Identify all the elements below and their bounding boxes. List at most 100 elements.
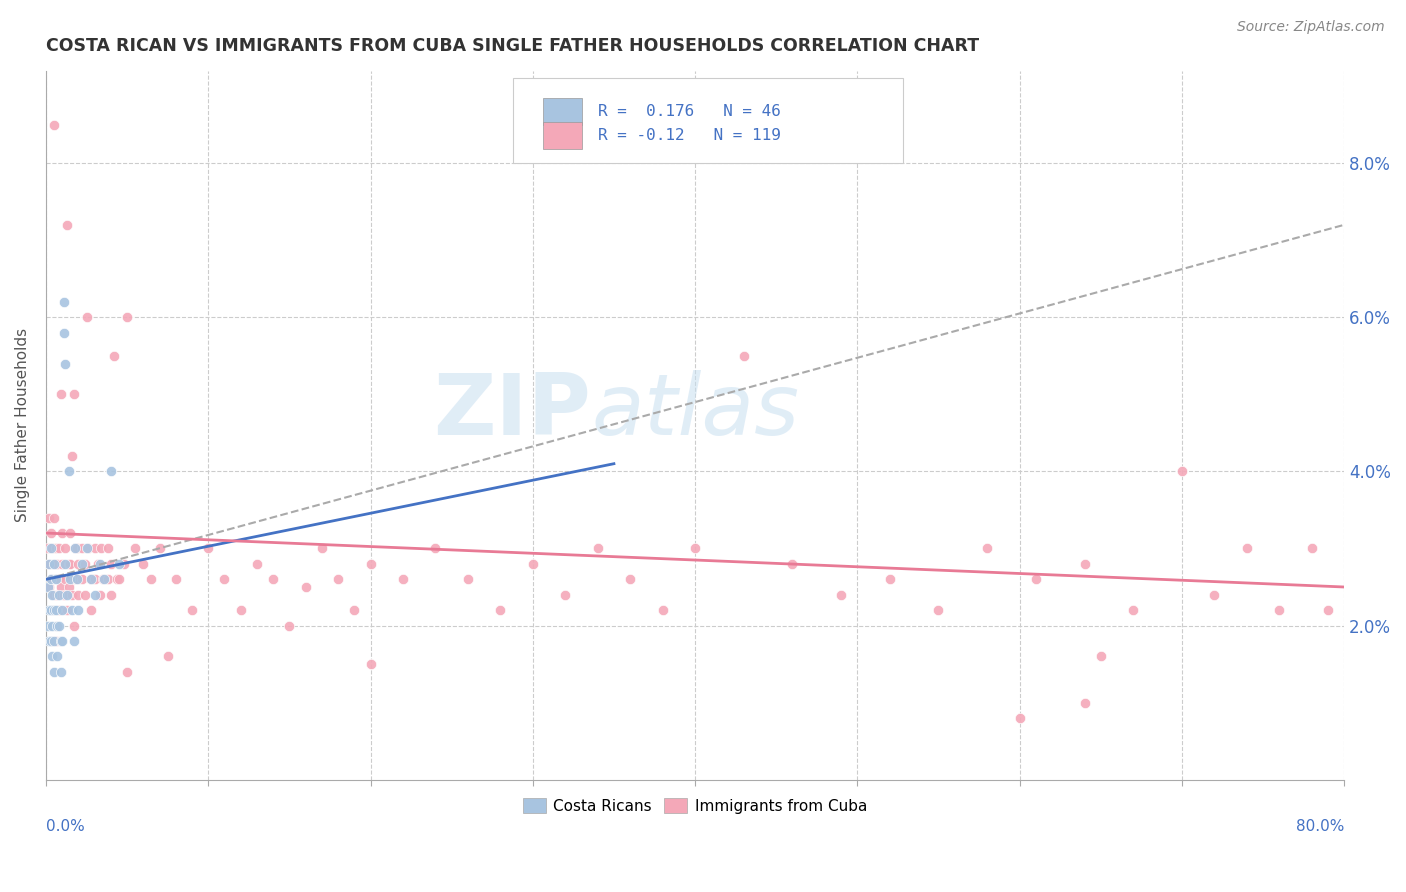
Point xyxy=(39,603,62,617)
Point xyxy=(49,634,72,648)
Point xyxy=(60,603,83,617)
Point xyxy=(45,603,67,617)
Point xyxy=(229,603,252,617)
Point xyxy=(58,557,80,571)
Point xyxy=(100,588,122,602)
Point xyxy=(41,572,63,586)
Point xyxy=(55,572,77,586)
FancyBboxPatch shape xyxy=(543,98,582,125)
Point xyxy=(108,572,131,586)
Point xyxy=(360,557,382,571)
Point xyxy=(67,557,90,571)
FancyBboxPatch shape xyxy=(543,122,582,149)
Point xyxy=(60,588,83,602)
Point xyxy=(73,557,96,571)
Text: atlas: atlas xyxy=(591,369,799,452)
Point xyxy=(1316,603,1339,617)
Point xyxy=(59,557,82,571)
Point xyxy=(45,634,67,648)
Point xyxy=(45,603,67,617)
Point xyxy=(100,557,122,571)
Point xyxy=(1236,541,1258,556)
Point xyxy=(489,603,512,617)
Point xyxy=(41,541,63,556)
Point xyxy=(197,541,219,556)
Point xyxy=(52,326,75,340)
Text: Source: ZipAtlas.com: Source: ZipAtlas.com xyxy=(1237,20,1385,34)
Point xyxy=(39,541,62,556)
Point xyxy=(1171,464,1194,478)
Point xyxy=(37,580,59,594)
Point xyxy=(77,541,100,556)
Point xyxy=(87,557,110,571)
Point xyxy=(108,557,131,571)
Point xyxy=(66,572,89,586)
Point xyxy=(89,557,111,571)
Point xyxy=(976,541,998,556)
Point xyxy=(58,580,80,594)
Point xyxy=(70,557,93,571)
Point xyxy=(879,572,901,586)
Point xyxy=(51,526,73,541)
Point xyxy=(619,572,641,586)
Point xyxy=(93,572,115,586)
Point xyxy=(80,603,103,617)
Point xyxy=(55,557,77,571)
Point xyxy=(52,588,75,602)
Point xyxy=(63,541,86,556)
Point xyxy=(46,588,69,602)
Point xyxy=(59,572,82,586)
Point xyxy=(51,603,73,617)
Point xyxy=(586,541,609,556)
Point xyxy=(38,510,60,524)
Point xyxy=(148,541,170,556)
Point xyxy=(66,541,89,556)
Point xyxy=(73,588,96,602)
Point xyxy=(1073,696,1095,710)
FancyBboxPatch shape xyxy=(513,78,903,163)
Point xyxy=(651,603,673,617)
Point xyxy=(42,588,65,602)
Point xyxy=(1204,588,1226,602)
Point xyxy=(52,294,75,309)
Point xyxy=(37,541,59,556)
Point xyxy=(41,588,63,602)
Point xyxy=(181,603,204,617)
Point xyxy=(55,541,77,556)
Point xyxy=(46,557,69,571)
Point xyxy=(156,649,179,664)
Point xyxy=(124,541,146,556)
Point xyxy=(76,541,98,556)
Point xyxy=(49,580,72,594)
Point xyxy=(39,572,62,586)
Point xyxy=(141,572,163,586)
Point xyxy=(48,588,70,602)
Point xyxy=(97,541,120,556)
Point xyxy=(83,588,105,602)
Point xyxy=(100,464,122,478)
Point xyxy=(683,541,706,556)
Point xyxy=(49,665,72,679)
Point xyxy=(48,572,70,586)
Point xyxy=(45,572,67,586)
Point xyxy=(326,572,349,586)
Point xyxy=(927,603,949,617)
Point xyxy=(42,118,65,132)
Point xyxy=(63,541,86,556)
Point xyxy=(51,634,73,648)
Point xyxy=(115,665,138,679)
Point xyxy=(89,588,111,602)
Point xyxy=(311,541,333,556)
Point xyxy=(39,634,62,648)
Point xyxy=(830,588,852,602)
Point xyxy=(83,572,105,586)
Point xyxy=(782,557,804,571)
Point xyxy=(1025,572,1047,586)
Point xyxy=(132,557,155,571)
Point xyxy=(103,349,125,363)
Point xyxy=(105,572,128,586)
Point xyxy=(112,557,135,571)
Text: 0.0%: 0.0% xyxy=(46,819,84,834)
Point xyxy=(1301,541,1323,556)
Point xyxy=(70,541,93,556)
